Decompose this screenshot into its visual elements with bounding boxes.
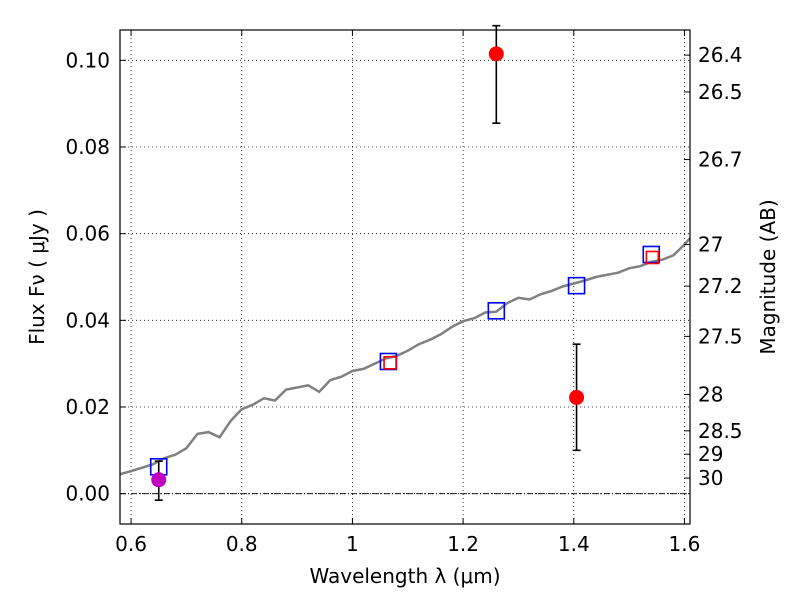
x-tick-label-4: 1.4 xyxy=(558,532,590,556)
model-spectrum xyxy=(119,237,691,476)
mag-tick-label-3: 27 xyxy=(698,233,723,257)
x-tick-label-5: 1.6 xyxy=(669,532,701,556)
grid xyxy=(120,30,690,524)
y-tick-label-1: 0.02 xyxy=(65,395,110,419)
y-tick-label-4: 0.08 xyxy=(65,135,110,159)
x-tick-label-2: 1 xyxy=(346,532,359,556)
x-tick-label-1: 0.8 xyxy=(226,532,258,556)
measurements-point-1 xyxy=(569,389,585,405)
measurements-point-0 xyxy=(488,46,504,62)
observed-photometry-square-0 xyxy=(383,355,397,370)
y-tick-label-0: 0.00 xyxy=(65,482,110,506)
y2-axis-label: Magnitude (AB) xyxy=(756,199,780,354)
mag-tick-label-5: 27.5 xyxy=(698,324,743,348)
mag-tick-label-0: 26.4 xyxy=(698,43,743,67)
x-tick-label-3: 1.2 xyxy=(447,532,479,556)
y-ticks: 0.00 0.02 0.04 0.06 0.08 0.10 xyxy=(65,48,126,506)
mag-tick-label-9: 30 xyxy=(698,466,723,490)
mag-tick-label-1: 26.5 xyxy=(698,80,743,104)
x-ticks: 0.6 0.8 1 1.2 1.4 1.6 xyxy=(115,30,700,556)
y-tick-label-5: 0.10 xyxy=(65,48,110,72)
mag-tick-label-7: 28.5 xyxy=(698,419,743,443)
y-tick-label-2: 0.04 xyxy=(65,308,110,332)
model-photometry-square-2 xyxy=(487,301,506,320)
x-tick-label-0: 0.6 xyxy=(115,532,147,556)
mag-tick-label-4: 27.2 xyxy=(698,274,743,298)
y-tick-label-3: 0.06 xyxy=(65,222,110,246)
y-axis-label: Flux Fν ( μJy ) xyxy=(25,209,49,345)
mag-tick-label-6: 28 xyxy=(698,382,723,406)
measurement-optical-point-0 xyxy=(151,472,167,488)
model-photometry-square-3 xyxy=(567,276,586,295)
mag-tick-label-8: 29 xyxy=(698,442,723,466)
spectrum-line xyxy=(119,237,691,476)
observed-photometry-square-1 xyxy=(645,250,660,265)
mag-tick-label-2: 26.7 xyxy=(698,148,743,172)
model-photometry-square-4 xyxy=(642,245,661,264)
markers xyxy=(149,46,661,488)
error-bars xyxy=(154,24,581,501)
x-axis-label: Wavelength λ (μm) xyxy=(309,564,500,588)
plot-frame xyxy=(119,29,691,525)
